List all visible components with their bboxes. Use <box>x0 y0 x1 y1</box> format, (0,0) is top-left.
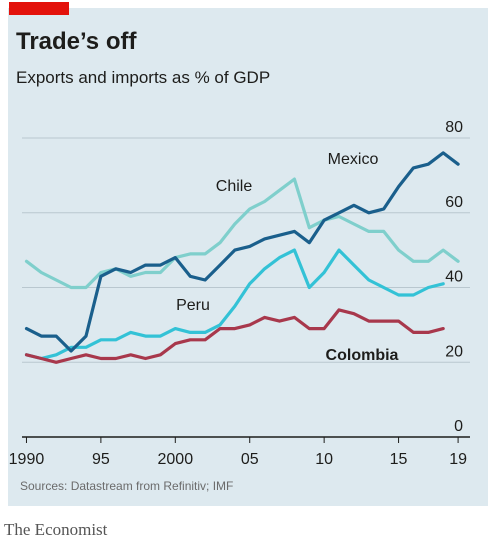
x-tick-label: 2000 <box>158 451 194 468</box>
brand-red-bar <box>9 2 69 15</box>
series-label-chile: Chile <box>216 178 253 195</box>
publisher-credit: The Economist <box>4 520 108 539</box>
series-line-colombia <box>24 308 445 364</box>
series-line-chile <box>24 177 460 290</box>
y-tick-label: 80 <box>445 119 463 136</box>
source-note: Sources: Datastream from Refinitiv; IMF <box>20 479 234 493</box>
y-tick-label: 40 <box>445 269 463 286</box>
x-tick-label: 95 <box>92 451 110 468</box>
chart-subtitle: Exports and imports as % of GDP <box>16 68 271 87</box>
series-line-mexico <box>24 151 460 353</box>
series-line-peru <box>24 248 445 361</box>
chart-title: Trade’s off <box>16 28 137 55</box>
x-tick-label: 1990 <box>9 451 45 468</box>
y-tick-label: 20 <box>445 343 463 360</box>
y-tick-label: 0 <box>454 418 463 435</box>
series-label-colombia: Colombia <box>326 347 399 364</box>
series-label-peru: Peru <box>176 297 210 314</box>
x-tick-label: 15 <box>390 451 408 468</box>
x-tick-label: 19 <box>449 451 467 468</box>
series-label-mexico: Mexico <box>328 151 379 168</box>
x-tick-label: 05 <box>241 451 259 468</box>
x-tick-label: 10 <box>315 451 333 468</box>
y-tick-label: 60 <box>445 194 463 211</box>
